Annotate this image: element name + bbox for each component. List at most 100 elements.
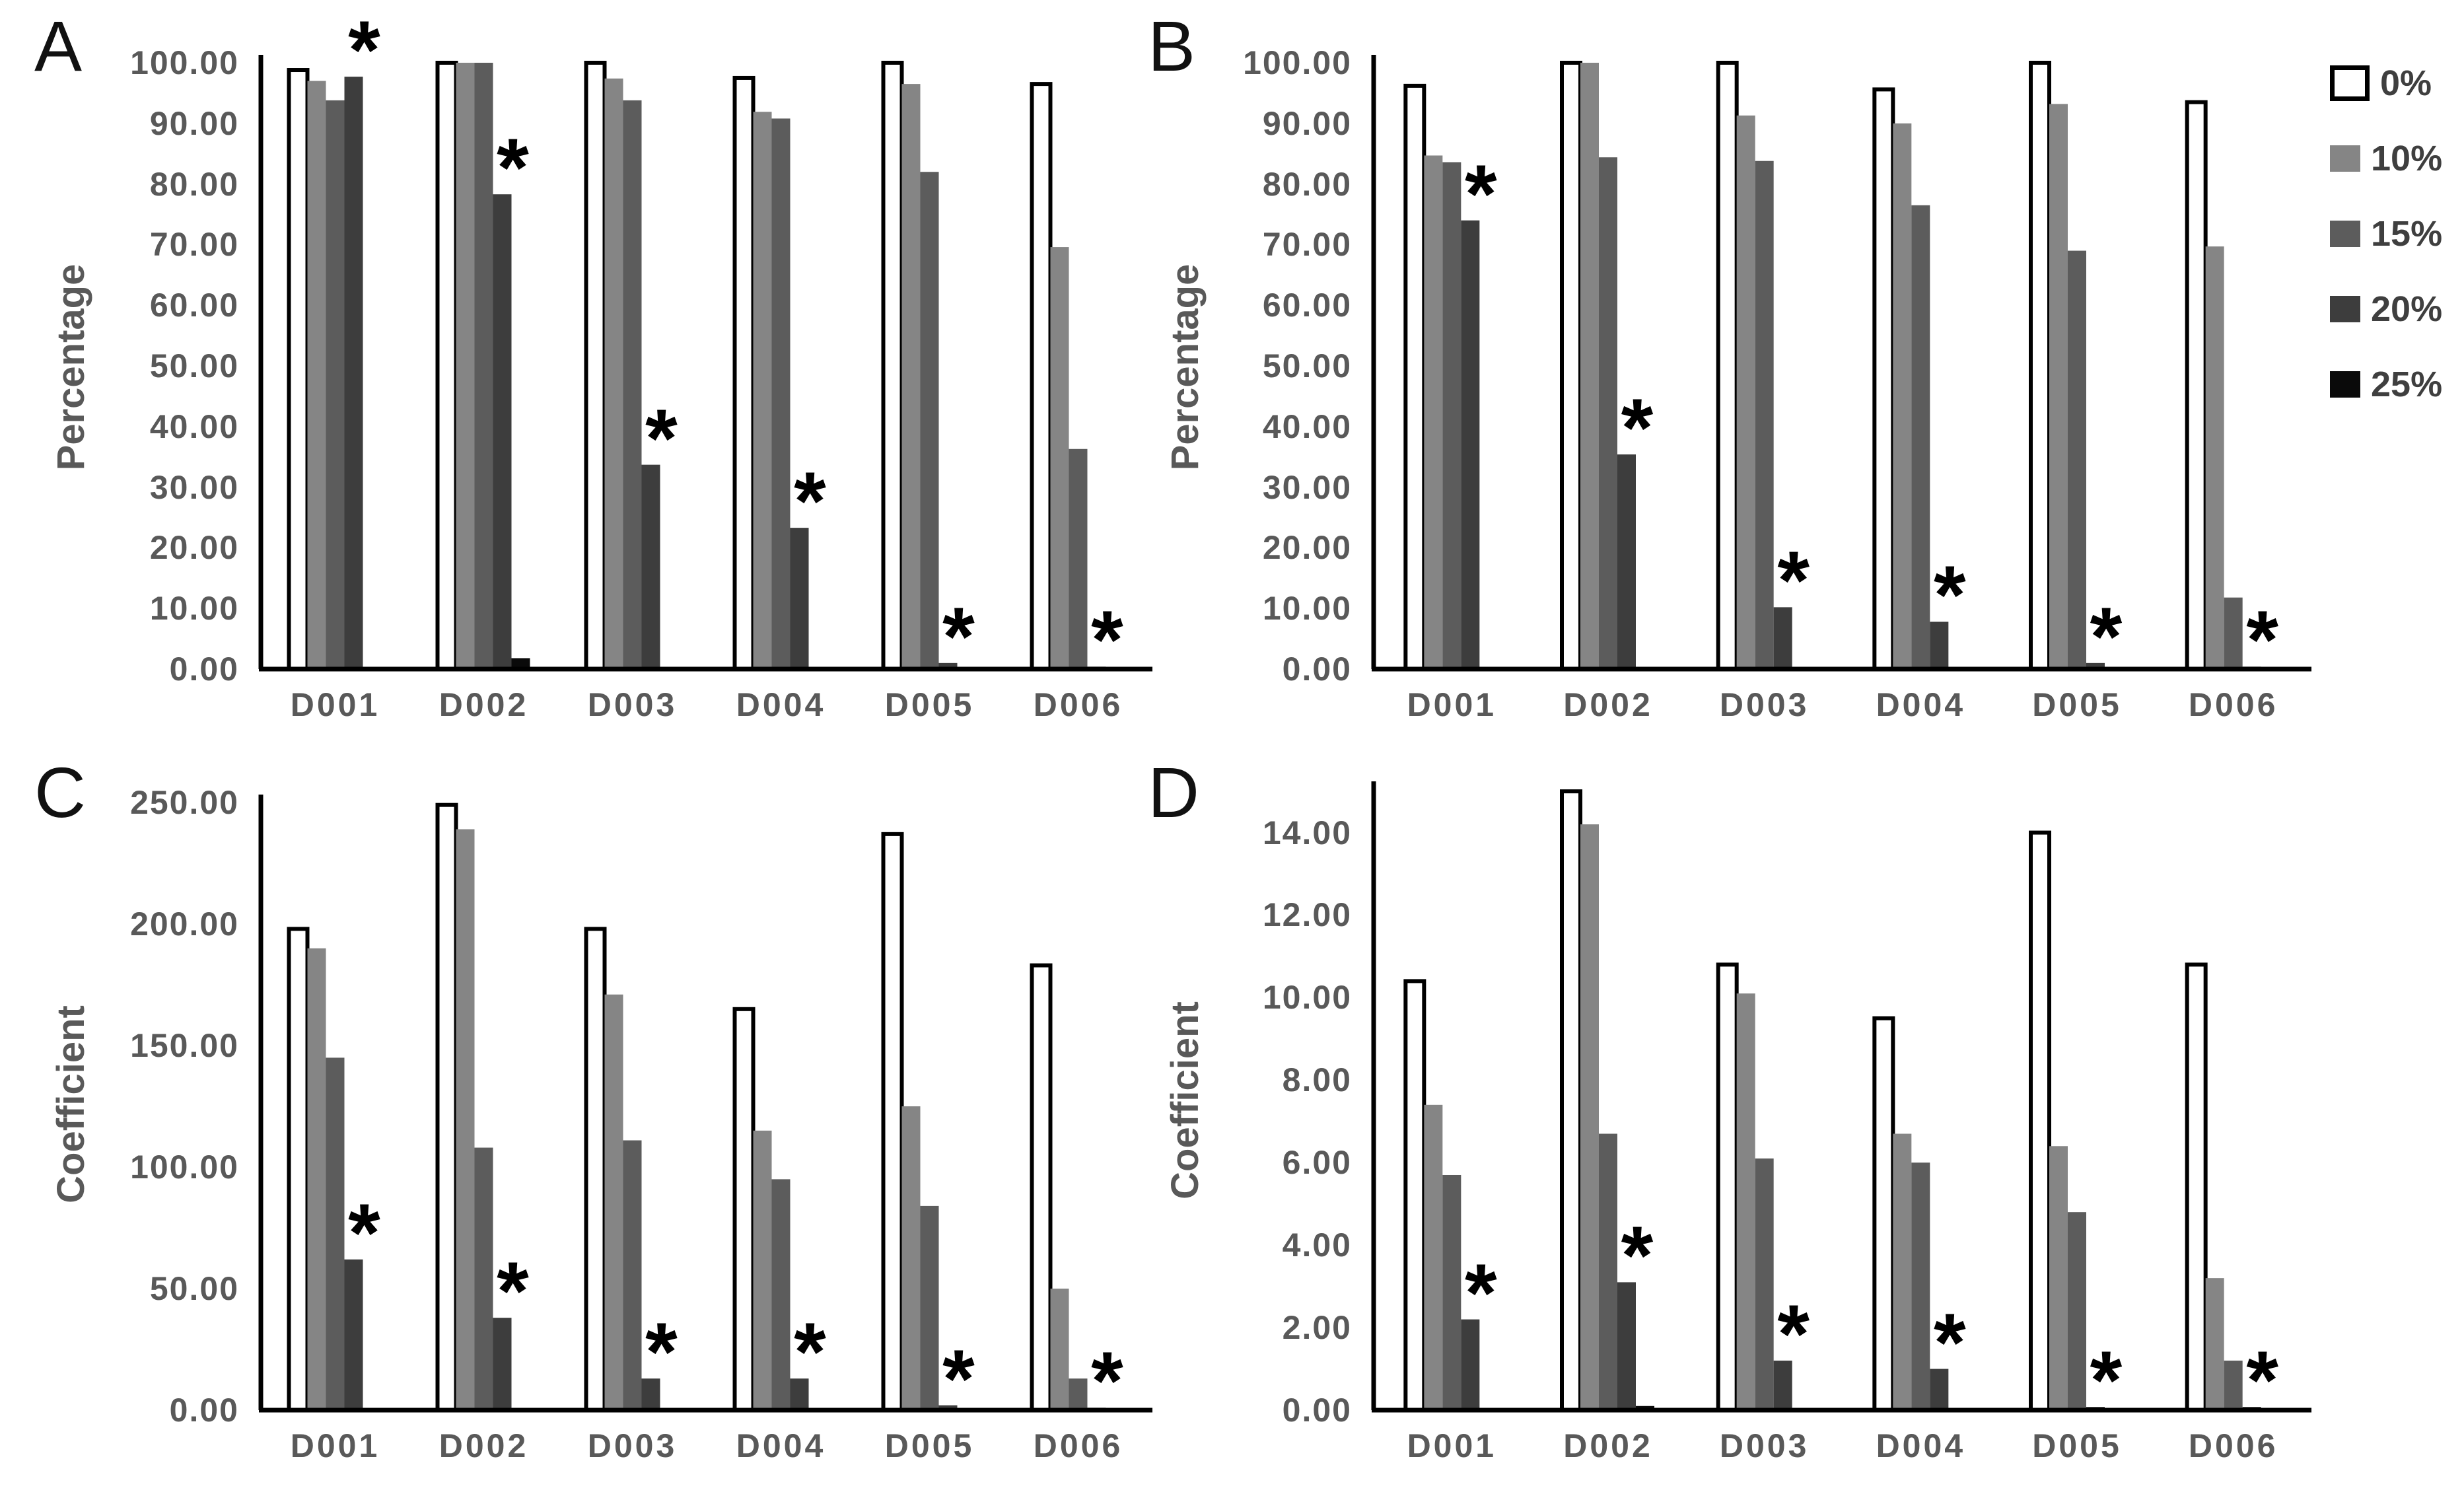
significance-asterisk-C-D001: * [348, 1187, 380, 1279]
y-tick-label-B: 100.00 [1243, 44, 1352, 81]
x-category-label-A: D004 [736, 686, 826, 723]
bar-C-D001-0% [287, 927, 310, 1412]
legend-label: 25% [2371, 365, 2443, 404]
bar-A-D005-0% [881, 61, 904, 671]
bar-A-D002-15% [474, 63, 493, 669]
legend-label: 10% [2371, 139, 2443, 178]
bar-B-D005-0% [2029, 61, 2051, 671]
bar-D-D004-15% [1911, 1162, 1930, 1410]
y-tick-label-B: 10.00 [1262, 590, 1352, 627]
bar-B-D005-15% [2068, 250, 2086, 670]
bar-A-D004-15% [771, 118, 791, 669]
bar-D-D002-0% [1560, 789, 1582, 1412]
bar-C-D002-15% [474, 1147, 493, 1410]
y-tick-label-B: 60.00 [1262, 287, 1352, 324]
bar-D-D006-15% [2224, 1361, 2243, 1410]
bar-B-D004-15% [1911, 205, 1930, 670]
bar-C-D006-15% [1069, 1378, 1088, 1410]
y-tick-label-A: 90.00 [149, 104, 239, 142]
legend-swatch-20% [2330, 296, 2360, 322]
y-tick-label-D: 12.00 [1262, 896, 1352, 934]
bar-D-D003-10% [1736, 993, 1755, 1410]
bar-B-D002-20% [1617, 454, 1636, 669]
y-tick-label-A: 30.00 [149, 468, 239, 506]
bar-B-D001-20% [1461, 220, 1480, 669]
y-tick-label-A: 60.00 [149, 287, 239, 324]
panel-letter-d: D [1148, 752, 1199, 832]
legend-label: 20% [2371, 289, 2443, 329]
significance-asterisk-D-D005: * [2090, 1335, 2123, 1427]
bar-D-D001-20% [1461, 1319, 1480, 1410]
bar-D-D001-0% [1403, 979, 1426, 1412]
x-category-label-D: D005 [2032, 1427, 2122, 1464]
bar-C-D001-15% [326, 1057, 345, 1410]
y-tick-label-C: 50.00 [149, 1270, 239, 1307]
bar-A-D006-0% [1030, 82, 1053, 671]
legend-swatch-15% [2330, 221, 2360, 247]
bar-A-D006-15% [1069, 448, 1088, 669]
x-category-label-C: D001 [290, 1427, 380, 1464]
y-tick-label-B: 80.00 [1262, 165, 1352, 203]
significance-asterisk-C-D004: * [794, 1306, 826, 1399]
bar-B-D002-15% [1599, 157, 1617, 669]
y-tick-label-D: 14.00 [1262, 814, 1352, 851]
bar-C-D004-0% [732, 1007, 756, 1413]
y-tick-label-C: 100.00 [130, 1149, 239, 1186]
bar-B-D006-0% [2185, 100, 2208, 672]
bar-C-D006-10% [1050, 1289, 1069, 1410]
significance-asterisk-C-D002: * [497, 1246, 529, 1338]
bar-B-D003-0% [1716, 61, 1739, 671]
bar-A-D003-10% [604, 78, 623, 670]
y-tick-label-D: 6.00 [1282, 1144, 1352, 1182]
y-tick-label-D: 0.00 [1282, 1392, 1352, 1429]
panel-letter-c: C [34, 752, 86, 832]
x-category-label-B: D003 [1719, 686, 1810, 723]
significance-asterisk-B-D001: * [1465, 148, 1497, 240]
bar-D-D003-0% [1716, 962, 1739, 1412]
bar-B-D001-0% [1403, 83, 1426, 672]
y-tick-label-C: 150.00 [130, 1027, 239, 1064]
bar-C-D005-15% [920, 1205, 939, 1410]
bar-C-D004-15% [771, 1179, 791, 1410]
x-category-label-C: D002 [439, 1427, 529, 1464]
significance-asterisk-D-D001: * [1465, 1247, 1497, 1339]
bar-B-D005-10% [2049, 104, 2068, 669]
significance-asterisk-C-D005: * [942, 1333, 975, 1425]
x-category-label-D: D004 [1876, 1427, 1966, 1464]
bar-B-D001-10% [1424, 155, 1443, 670]
bar-D-D002-15% [1599, 1133, 1617, 1410]
bar-A-D002-10% [456, 63, 475, 669]
y-tick-label-D: 10.00 [1262, 979, 1352, 1016]
y-tick-label-C: 0.00 [169, 1392, 239, 1429]
significance-asterisk-C-D006: * [1091, 1336, 1123, 1428]
bar-A-D005-15% [920, 172, 939, 669]
significance-asterisk-D-D003: * [1777, 1289, 1810, 1381]
x-category-label-C: D003 [587, 1427, 678, 1464]
significance-asterisk-A-D004: * [794, 456, 826, 548]
y-tick-label-A: 50.00 [149, 347, 239, 384]
x-category-label-C: D006 [1033, 1427, 1123, 1464]
x-category-label-B: D004 [1876, 686, 1966, 723]
bar-A-D001-20% [344, 77, 363, 669]
panel-letter-a: A [34, 6, 83, 86]
bar-B-D004-20% [1930, 622, 1949, 669]
bar-C-D002-10% [456, 829, 475, 1410]
bar-A-D003-15% [623, 100, 642, 669]
x-category-label-A: D001 [290, 686, 380, 723]
y-tick-label-C: 250.00 [130, 784, 239, 821]
bar-A-D004-10% [753, 112, 772, 669]
x-category-label-C: D005 [884, 1427, 975, 1464]
bar-B-D003-15% [1755, 160, 1774, 669]
legend-item-10%: 10% [2330, 139, 2442, 178]
x-category-label-D: D001 [1407, 1427, 1497, 1464]
bar-D-D004-20% [1930, 1369, 1949, 1410]
legend-swatch-25% [2330, 371, 2360, 398]
bar-B-D001-15% [1442, 162, 1461, 669]
bar-D-D005-0% [2029, 830, 2051, 1412]
significance-asterisk-A-D006: * [1091, 594, 1123, 687]
y-tick-label-A: 0.00 [169, 651, 239, 688]
legend-swatch-10% [2330, 145, 2360, 172]
bar-B-D004-10% [1893, 123, 1912, 670]
y-tick-label-B: 20.00 [1262, 529, 1352, 567]
